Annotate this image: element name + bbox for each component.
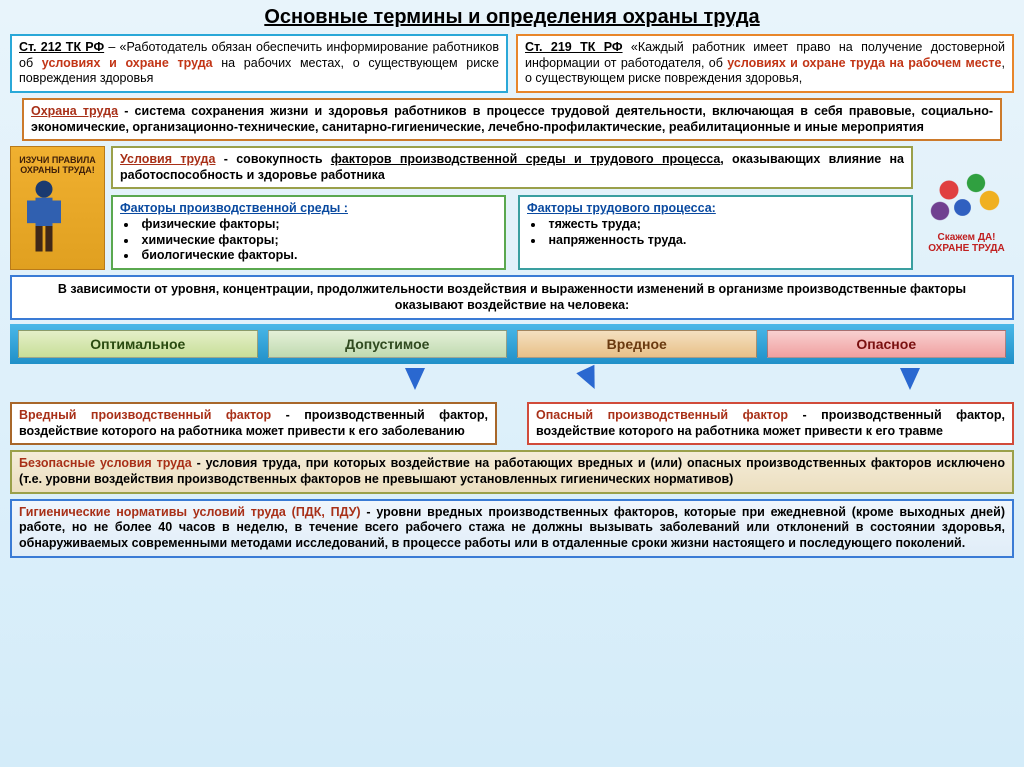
arrow-region: [10, 364, 1014, 402]
arrow-icon: [576, 365, 603, 393]
env-title: Факторы производственной среды :: [120, 201, 348, 215]
usloviya-b1: - совокупность: [215, 152, 330, 166]
poster-left: ИЗУЧИ ПРАВИЛА ОХРАНЫ ТРУДА!: [10, 146, 105, 270]
law-219-hl: условиях и охране труда на рабочем месте: [727, 56, 1001, 70]
env-list: физические факторы; химические факторы; …: [124, 217, 497, 264]
center-column: Условия труда - совокупность факторов пр…: [111, 146, 913, 270]
harmful-box: Вредный производственный фактор - произв…: [10, 402, 497, 445]
norms-term: Гигиенические нормативы условий труда (П…: [19, 505, 361, 519]
cat-dangerous: Опасное: [767, 330, 1007, 358]
env-item: физические факторы;: [124, 217, 497, 233]
env-factors-box: Факторы производственной среды : физичес…: [111, 195, 506, 270]
proc-factors-box: Факторы трудового процесса: тяжесть труд…: [518, 195, 913, 270]
ohrana-body: - система сохранения жизни и здоровья ра…: [31, 104, 993, 134]
depend-box: В зависимости от уровня, концентрации, п…: [10, 275, 1014, 320]
cat-harmful: Вредное: [517, 330, 757, 358]
proc-item: тяжесть труда;: [531, 217, 904, 233]
law-row: Ст. 212 ТК РФ – «Работодатель обязан обе…: [10, 34, 1014, 93]
poster-right: Скажем ДА! ОХРАНЕ ТРУДА: [919, 146, 1014, 270]
page-title: Основные термины и определения охраны тр…: [10, 6, 1014, 29]
center-row: ИЗУЧИ ПРАВИЛА ОХРАНЫ ТРУДА! Условия труд…: [10, 146, 1014, 270]
law-219-box: Ст. 219 ТК РФ «Каждый работник имеет пра…: [516, 34, 1014, 93]
dangerous-box: Опасный производственный фактор - произв…: [527, 402, 1014, 445]
env-item: химические факторы;: [124, 233, 497, 249]
norms-box: Гигиенические нормативы условий труда (П…: [10, 499, 1014, 558]
law-212-ref: Ст. 212 ТК РФ: [19, 40, 104, 54]
safe-term: Безопасные условия труда: [19, 456, 192, 470]
cat-optimal: Оптимальное: [18, 330, 258, 358]
proc-list: тяжесть труда; напряженность труда.: [531, 217, 904, 248]
cat-acceptable: Допустимое: [268, 330, 508, 358]
worker-icon: [14, 175, 74, 260]
poster-left-text: ИЗУЧИ ПРАВИЛА ОХРАНЫ ТРУДА!: [14, 156, 101, 176]
factor-defs-row: Вредный производственный фактор - произв…: [10, 402, 1014, 445]
proc-item: напряженность труда.: [531, 233, 904, 249]
dangerous-term: Опасный производственный фактор: [536, 408, 788, 422]
env-item: биологические факторы.: [124, 248, 497, 264]
category-bar: Оптимальное Допустимое Вредное Опасное: [10, 324, 1014, 364]
usloviya-term: Условия труда: [120, 152, 215, 166]
law-212-hl: условиях и охране труда: [42, 56, 213, 70]
ohrana-box: Охрана труда - система сохранения жизни …: [22, 98, 1002, 141]
proc-title: Факторы трудового процесса:: [527, 201, 716, 215]
law-212-box: Ст. 212 ТК РФ – «Работодатель обязан обе…: [10, 34, 508, 93]
harmful-term: Вредный производственный фактор: [19, 408, 271, 422]
arrow-icon: [405, 368, 425, 390]
arrow-icon: [900, 368, 920, 390]
ohrana-term: Охрана труда: [31, 104, 118, 118]
safe-box: Безопасные условия труда - условия труда…: [10, 450, 1014, 493]
hands-icon: [922, 162, 1012, 232]
law-219-ref: Ст. 219 ТК РФ: [525, 40, 623, 54]
poster-right-text: Скажем ДА! ОХРАНЕ ТРУДА: [919, 232, 1014, 254]
usloviya-box: Условия труда - совокупность факторов пр…: [111, 146, 913, 189]
usloviya-ul: факторов производственной среды и трудов…: [331, 152, 720, 166]
